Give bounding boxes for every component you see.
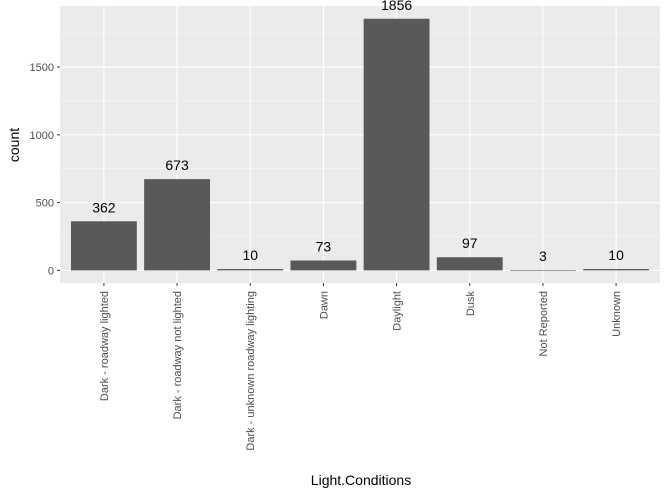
y-axis-title: count [6, 128, 22, 162]
x-tick-label: Daylight [392, 291, 404, 331]
bar [290, 260, 357, 271]
bar [363, 18, 430, 271]
x-tick-label: Dark - unknown roadway lighting [245, 291, 257, 451]
y-tick-label: 1000 [30, 130, 54, 142]
data-label: 10 [242, 247, 258, 263]
bar [436, 257, 503, 271]
x-tick-label: Dark - roadway lighted [99, 291, 111, 401]
data-label: 97 [462, 235, 478, 251]
data-label: 73 [316, 238, 332, 254]
x-tick-label: Dusk [465, 291, 477, 317]
bar [144, 179, 210, 271]
data-label: 3 [539, 248, 547, 264]
data-label: 1856 [381, 0, 412, 13]
data-label: 362 [92, 199, 116, 215]
bar [217, 269, 284, 271]
bars [70, 18, 650, 271]
x-tick-label: Dark - roadway not lighted [172, 291, 184, 419]
bar [583, 269, 650, 271]
y-tick-label: 0 [48, 265, 54, 277]
y-tick-label: 500 [36, 198, 54, 210]
bar [510, 269, 576, 271]
x-tick-label: Not Reported [538, 291, 550, 356]
y-axis: 0 500 1000 1500 [30, 62, 60, 277]
data-label: 673 [165, 157, 189, 173]
x-axis-title: Light.Conditions [311, 472, 411, 488]
data-labels: 362 673 10 73 1856 97 3 10 [92, 0, 624, 264]
x-tick-label: Dawn [318, 291, 330, 319]
x-tick-label: Unknown [611, 291, 623, 337]
x-axis: Dark - roadway lighted Dark - roadway not… [99, 283, 623, 451]
data-label: 10 [608, 247, 624, 263]
bar [70, 221, 137, 271]
y-tick-label: 1500 [30, 62, 54, 74]
